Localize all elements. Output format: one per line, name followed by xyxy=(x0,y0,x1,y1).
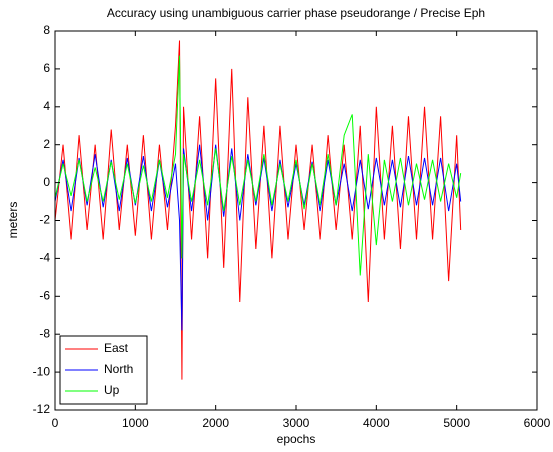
y-tick-label: 8 xyxy=(43,23,50,37)
x-tick-label: 2000 xyxy=(202,416,229,430)
y-tick-label: -6 xyxy=(39,288,50,302)
y-axis-label: meters xyxy=(6,202,20,239)
x-tick-label: 1000 xyxy=(122,416,149,430)
y-tick-label: 6 xyxy=(43,61,50,75)
x-tick-label: 4000 xyxy=(363,416,390,430)
legend-label: North xyxy=(104,362,133,376)
data-line xyxy=(54,40,462,380)
y-tick-label: -12 xyxy=(33,402,51,416)
y-tick-label: -4 xyxy=(39,251,50,265)
x-tick-label: 5000 xyxy=(443,416,470,430)
x-tick-label: 3000 xyxy=(283,416,310,430)
chart-title: Accuracy using unambiguous carrier phase… xyxy=(107,6,485,20)
data-line xyxy=(54,55,462,276)
x-tick-label: 0 xyxy=(52,416,59,430)
y-tick-label: -8 xyxy=(39,326,50,340)
y-tick-label: 2 xyxy=(43,137,50,151)
legend-label: Up xyxy=(104,383,120,397)
y-tick-label: 0 xyxy=(43,175,50,189)
y-tick-label: -10 xyxy=(33,364,51,378)
x-tick-label: 6000 xyxy=(524,416,551,430)
y-tick-label: -2 xyxy=(39,213,50,227)
legend-label: East xyxy=(104,341,129,355)
y-tick-label: 4 xyxy=(43,99,50,113)
x-axis-label: epochs xyxy=(277,432,316,446)
